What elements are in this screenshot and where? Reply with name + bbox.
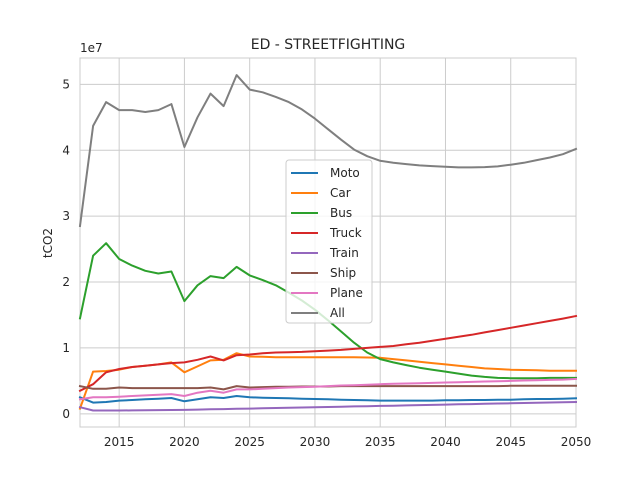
legend-label-bus: Bus [330,206,352,220]
y-tick-label: 0 [62,407,70,421]
series-line-truck [78,314,578,393]
x-tick-label: 2015 [104,435,135,449]
y-axis-label: tCO2 [41,228,55,258]
y-tick-label: 5 [62,77,70,91]
x-tick-label: 2035 [365,435,396,449]
y-offset-text: 1e7 [80,41,103,55]
series-line-moto [78,395,578,404]
legend-label-truck: Truck [329,226,362,240]
series-line-plane [78,377,578,401]
legend-label-ship: Ship [330,266,356,280]
x-tick-label: 2020 [169,435,200,449]
x-tick-label: 2050 [561,435,592,449]
series-layer [78,74,578,412]
legend-label-moto: Moto [330,166,360,180]
x-tick-label: 2045 [495,435,526,449]
x-tick-label: 2040 [430,435,461,449]
chart-title: ED - STREETFIGHTING [251,37,406,53]
x-tick-label: 2030 [300,435,331,449]
series-line-all [78,74,578,228]
y-tick-label: 4 [62,143,70,157]
legend-box [285,159,373,324]
y-tick-label: 2 [62,275,70,289]
legend-label-plane: Plane [330,286,363,300]
legend-label-train: Train [329,246,359,260]
y-tick-label: 1 [62,341,70,355]
y-tick-labels: 0 1 2 3 4 5 [62,77,70,420]
x-tick-label: 2025 [234,435,265,449]
legend: Moto Car Bus Truck Train Ship Plane All [285,159,373,324]
legend-label-all: All [330,306,345,320]
y-tick-label: 3 [62,209,70,223]
legend-label-car: Car [330,186,351,200]
plot-frame [79,57,577,428]
x-tick-labels: 2015 2020 2025 2030 2035 2040 2045 2050 [104,435,591,449]
series-line-train [78,400,578,412]
